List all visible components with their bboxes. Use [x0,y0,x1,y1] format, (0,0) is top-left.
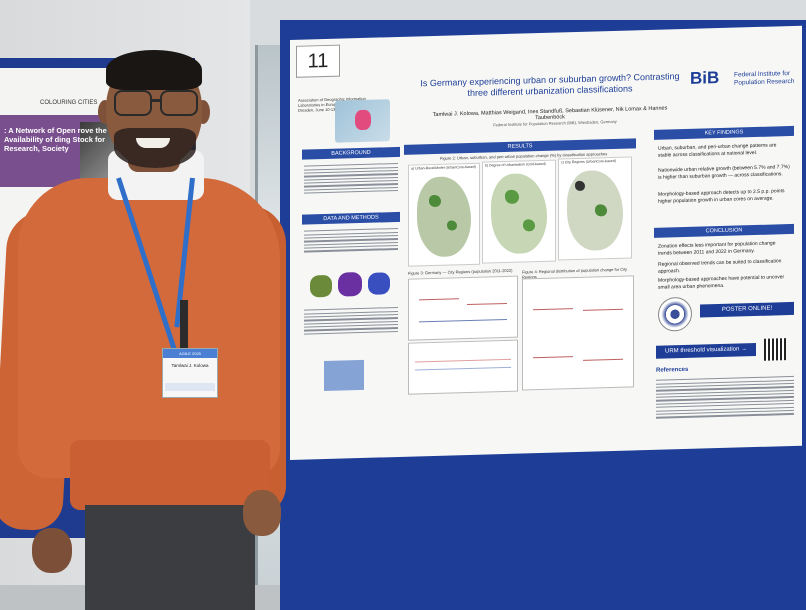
poster-online-button: POSTER ONLINE! [700,301,794,318]
person-smile [136,138,170,148]
left-poster-title: : A Network of Open rove the Availabilit… [4,126,107,153]
poster: 11 Is Germany experiencing urban or subu… [290,25,802,460]
key-finding-2: Nationwide urban relative growth (betwee… [658,164,790,181]
map-a: a) Urban-Rural/Model (UrbanCore-based) [408,162,480,267]
references-text [656,374,794,421]
figure3-caption: Figure 3: Germany — City Regions (popula… [408,267,513,276]
person-left-hand [32,528,72,573]
section-conclusion: CONCLUSION [654,223,794,238]
map-a-label: a) Urban-Rural/Model (UrbanCore-based) [411,164,476,171]
poster-number: 11 [296,44,340,78]
figure3-chart [408,275,518,341]
person-beard [114,128,196,168]
background-text [304,161,398,196]
map-b-label: b) Degree of Urbanisation (Grid-based) [485,161,546,168]
classification-maps [308,269,394,301]
methods-text [304,226,398,254]
qr-code [764,338,786,361]
lanyard-clip [180,300,188,348]
glasses-icon [114,90,200,116]
figure4-chart [522,275,634,391]
left-poster-logo: COLOURING CITIES [40,100,98,106]
person-sweater [18,178,280,478]
name-badge: AGILE 2025 Tamlwai J. Kolowa [162,348,218,398]
poster-title: Is Germany experiencing urban or suburba… [420,71,680,99]
bib-logo: BiB Federal Institute for Population Res… [690,66,800,99]
qr-code-round [658,296,692,332]
person-right-hand [243,490,281,536]
person-pants [85,505,255,610]
badge-header: AGILE 2025 [163,349,217,358]
conclusion-2: Regional observed trends can be suited t… [658,258,782,275]
section-background: BACKGROUND [302,146,400,160]
bib-logo-mark: BiB [690,68,720,88]
workflow-figure [324,359,364,392]
section-data-methods: DATA AND METHODS [302,211,400,225]
badge-name: Tamlwai J. Kolowa [171,363,209,368]
methods-figure [304,305,398,337]
map-c-label: c) City Regions (UrbanCore-based) [561,158,616,165]
person-hair [106,50,202,90]
map-c: c) City Regions (UrbanCore-based) [558,156,632,261]
conclusion-1: Zonation effects less important for popu… [658,240,776,257]
threshold-visualization-button: URM threshold visualization → [656,342,756,359]
conclusion-3: Morphology-based approaches have potenti… [658,274,785,291]
key-finding-1: Urban, suburban, and peri-urban change p… [658,142,777,159]
map-b: b) Degree of Urbanisation (Grid-based) [482,159,556,264]
section-key-findings: KEY FINDINGS [654,125,794,140]
figure3-lines [408,339,518,395]
bib-logo-name: Federal Institute for Population Researc… [734,70,795,87]
badge-footer [165,383,215,391]
conference-map-thumbnail [335,99,390,143]
person-sweater-hem [70,440,270,510]
section-references: References [656,366,689,374]
key-finding-3: Morphology-based approach detects up to … [658,188,785,205]
